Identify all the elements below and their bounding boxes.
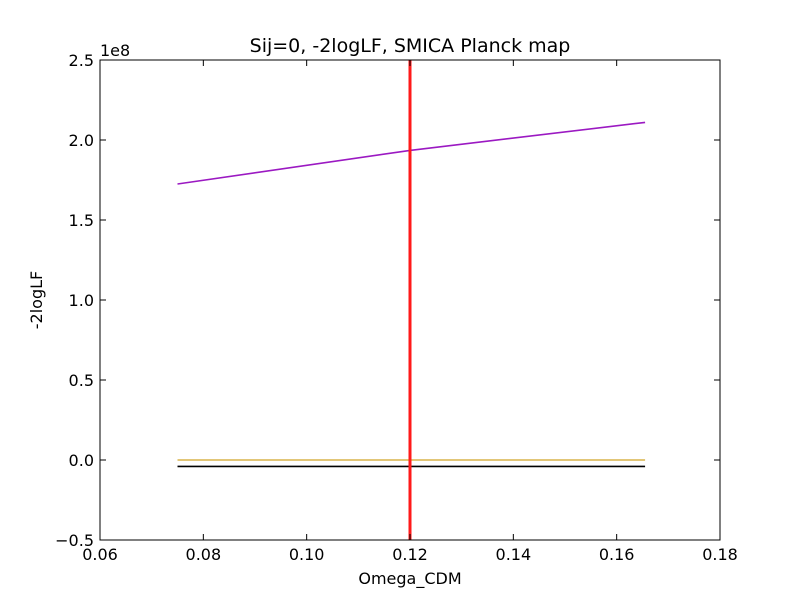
y-tick-label: 0.5: [69, 371, 94, 390]
x-axis-label: Omega_CDM: [358, 569, 461, 589]
x-tick-label: 0.06: [82, 545, 118, 564]
y-tick-label: 1.5: [69, 211, 94, 230]
y-tick-label: 0.0: [69, 451, 94, 470]
tick-layer: 0.06 0.08 0.10 0.12 0.14 0.16 0.18 −0.5 0.0 0.5 1.…: [55, 51, 738, 564]
x-tick-label: 0.08: [186, 545, 222, 564]
x-tick-label: 0.14: [496, 545, 532, 564]
y-tick-label: −0.5: [55, 531, 94, 550]
y-offset-label: 1e8: [100, 41, 130, 60]
plot-frame: [99, 59, 721, 541]
x-tick-label: 0.18: [702, 545, 738, 564]
x-tick-label: 0.16: [599, 545, 635, 564]
chart-title: Sij=0, -2logLF, SMICA Planck map: [250, 35, 571, 57]
y-tick-label: 2.0: [69, 131, 94, 150]
x-tick-label: 0.12: [392, 545, 428, 564]
y-axis-label: -2logLF: [27, 271, 46, 329]
x-tick-label: 0.10: [289, 545, 325, 564]
y-tick-label: 2.5: [69, 51, 94, 70]
y-tick-label: 1.0: [69, 291, 94, 310]
